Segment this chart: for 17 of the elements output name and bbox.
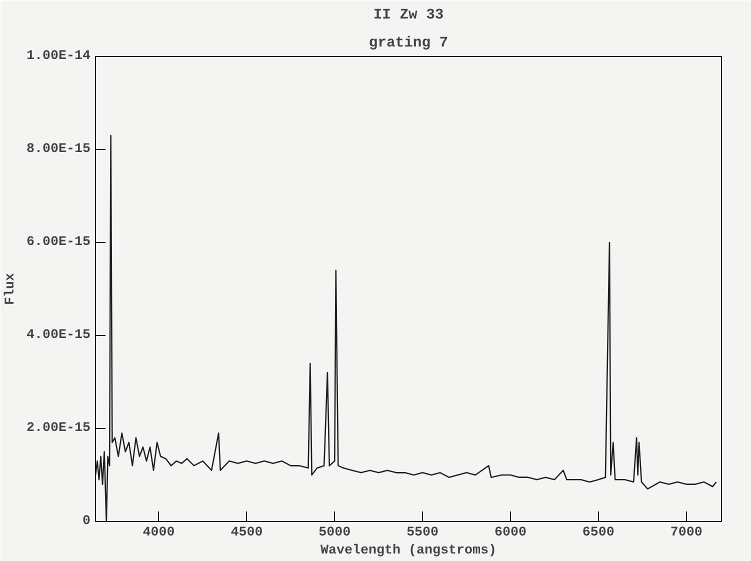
- x-axis-title: Wavelength (angstroms): [320, 544, 496, 558]
- y-tick-label: 2.00E-15: [26, 421, 91, 436]
- y-axis-title: Flux: [4, 272, 19, 305]
- y-tick-label: 6.00E-15: [26, 235, 91, 250]
- y-tick-label: 1.00E-14: [26, 49, 91, 64]
- y-tick-label: 8.00E-15: [26, 142, 91, 157]
- x-tick-label: 4500: [230, 526, 263, 540]
- x-tick-label: 5500: [406, 526, 439, 540]
- y-tick-label: 4.00E-15: [26, 328, 91, 343]
- x-tick-label: 6000: [494, 526, 526, 540]
- x-tick-label: 4000: [142, 526, 175, 540]
- x-tick-label: 6500: [582, 526, 614, 540]
- x-tick-label: 5000: [318, 526, 351, 540]
- chart-title: II Zw 33: [373, 8, 444, 24]
- x-tick-label: 7000: [670, 526, 702, 540]
- chart-subtitle: grating 7: [368, 36, 448, 52]
- y-tick-label: 0: [82, 514, 90, 529]
